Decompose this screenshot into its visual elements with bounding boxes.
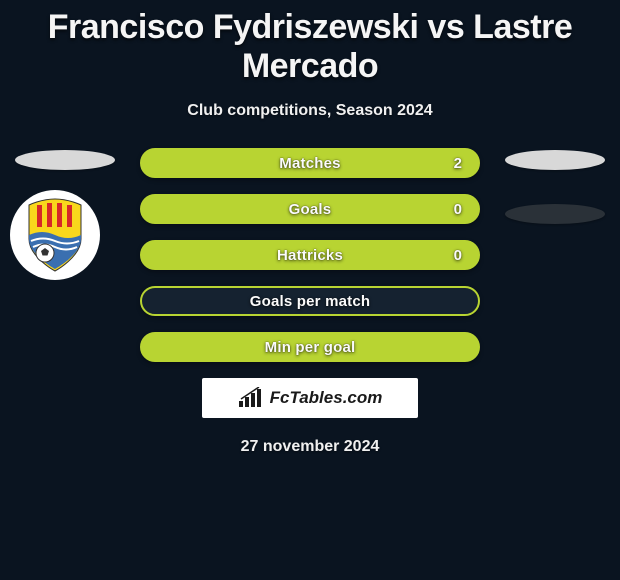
barcelona-sc-icon [15,195,95,275]
fctables-label: FcTables.com [270,388,383,408]
player-left-nameplate [15,150,115,170]
stat-label: Matches [279,155,340,172]
stat-bars: Matches 2 Goals 0 Hattricks 0 Goals per … [140,148,480,362]
stat-label: Min per goal [265,339,356,356]
stat-label: Goals [289,201,332,218]
club-badge-left [10,190,100,280]
stat-row-matches: Matches 2 [140,148,480,178]
stat-label: Hattricks [277,247,343,264]
fctables-chart-icon [238,387,266,409]
player-right-column [500,148,610,224]
comparison-content: Matches 2 Goals 0 Hattricks 0 Goals per … [0,148,620,456]
stat-row-goals: Goals 0 [140,194,480,224]
player-right-nameplate [505,150,605,170]
stat-label: Goals per match [250,293,371,310]
player-left-column [10,148,120,280]
footer-date: 27 november 2024 [0,438,620,456]
stat-row-goals-per-match: Goals per match [140,286,480,316]
stat-row-min-per-goal: Min per goal [140,332,480,362]
player-right-club-placeholder [505,204,605,224]
stat-value: 0 [454,201,462,218]
stat-row-hattricks: Hattricks 0 [140,240,480,270]
subtitle-text: Club competitions, Season 2024 [0,102,620,120]
page-title: Francisco Fydriszewski vs Lastre Mercado [0,0,620,86]
stat-value: 0 [454,247,462,264]
stat-value: 2 [454,155,462,172]
fctables-watermark: FcTables.com [202,378,418,418]
